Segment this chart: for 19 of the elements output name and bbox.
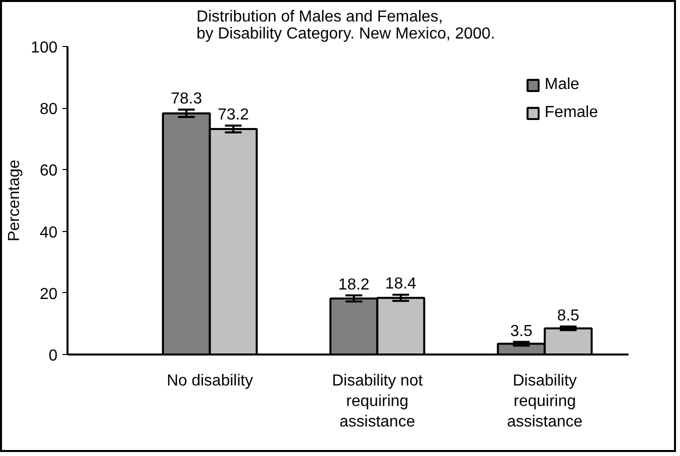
y-tick-label: 80: [40, 101, 58, 118]
y-tick-label: 100: [30, 40, 58, 56]
data-label: 78.3: [170, 90, 202, 108]
x-tick-label: Disability requiring assistance: [506, 372, 583, 430]
data-label: 18.4: [385, 276, 416, 293]
data-label: 3.5: [510, 322, 533, 340]
data-label: 18.2: [338, 276, 370, 294]
x-tick-label: No disability: [166, 372, 253, 390]
x-tick-label: Disability not requiring assistance: [332, 372, 424, 430]
legend-label: Male: [544, 76, 580, 94]
y-tick-label: 0: [48, 348, 58, 364]
legend-label: Female: [544, 104, 598, 122]
data-label: 8.5: [557, 307, 580, 324]
y-tick-label: 60: [40, 162, 58, 180]
y-tick-label: 20: [40, 286, 58, 303]
y-tick-label: 40: [40, 224, 58, 242]
chart-title: Distribution of Males and Females, by Disability Category. New Mexico, 2000.: [196, 8, 496, 42]
data-label: 73.2: [218, 106, 249, 124]
y-axis-title: Percentage: [6, 159, 23, 242]
